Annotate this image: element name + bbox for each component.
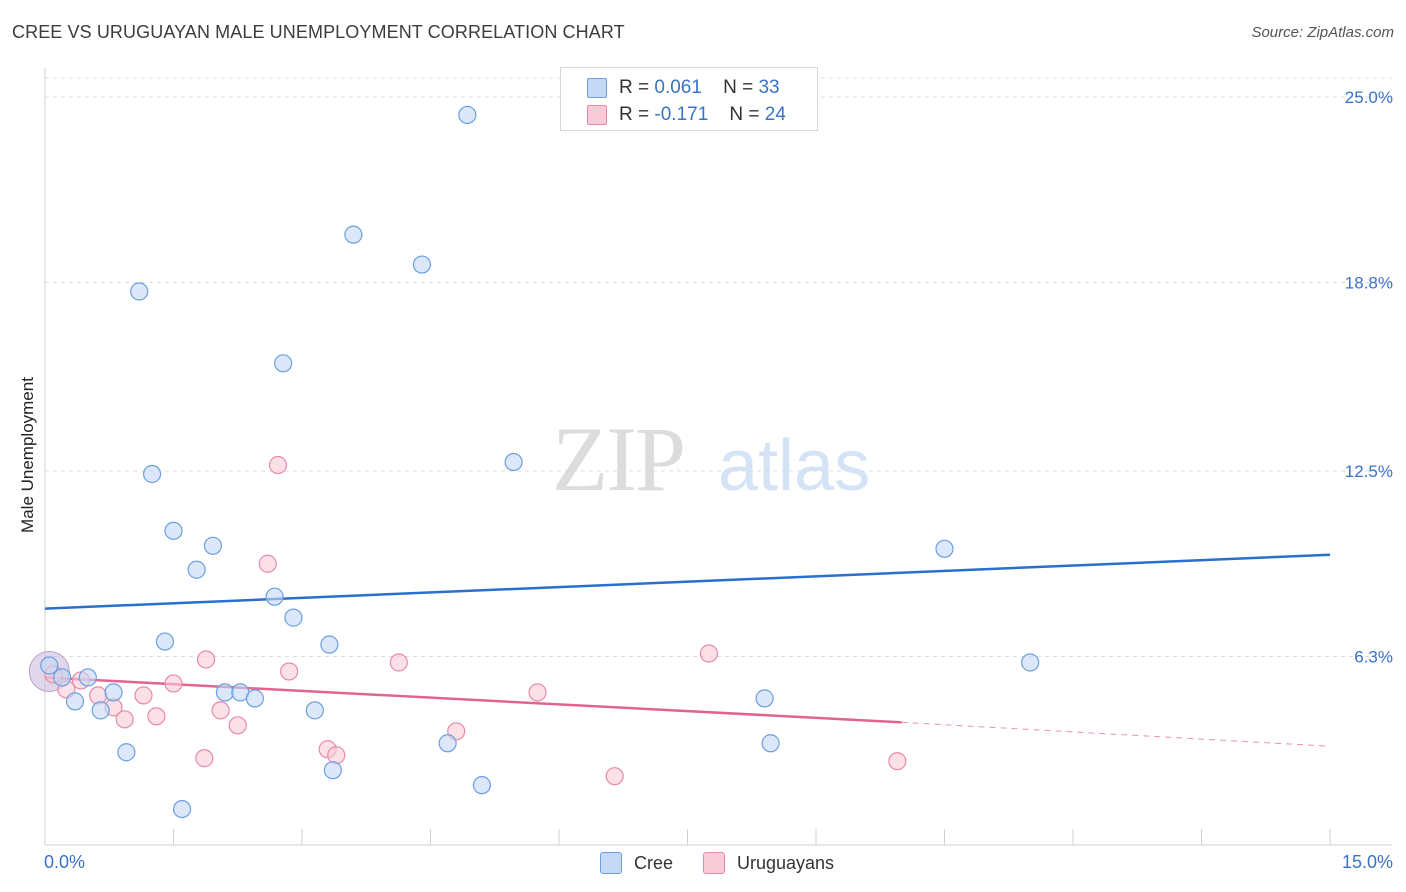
- point-uruguayans: [196, 650, 216, 669]
- point-cree: [245, 689, 264, 708]
- point-cree: [265, 587, 284, 606]
- source-label: Source: ZipAtlas.com: [1251, 24, 1394, 41]
- point-uruguayans: [327, 746, 346, 765]
- point-cree: [761, 734, 780, 753]
- point-cree: [40, 656, 59, 675]
- point-uruguayans: [211, 701, 230, 720]
- point-uruguayans: [605, 767, 624, 786]
- legend-label-cree: Cree: [634, 852, 674, 873]
- point-uruguayans: [134, 686, 153, 705]
- legend-swatch-cree-bottom: [600, 852, 622, 874]
- data-points: [28, 105, 1040, 819]
- point-cree: [935, 539, 954, 558]
- point-cree: [155, 632, 175, 651]
- trend-lines: [44, 553, 1331, 747]
- point-cree: [755, 689, 774, 708]
- point-cree: [472, 776, 491, 795]
- y-tick-label: 12.5%: [1345, 462, 1393, 481]
- point-uruguayans: [164, 674, 183, 693]
- watermark: ZIP atlas: [552, 408, 870, 510]
- y-tick-label: 6.3%: [1354, 648, 1393, 667]
- point-cree: [104, 683, 123, 702]
- trend-line-cree: [44, 553, 1331, 610]
- x-axis-min-label: 0.0%: [44, 852, 86, 872]
- point-uruguayans: [195, 749, 214, 768]
- point-uruguayans: [147, 707, 166, 726]
- point-cree: [458, 105, 477, 125]
- point-cree: [130, 282, 149, 301]
- point-uruguayans: [280, 662, 299, 681]
- legend-swatch-uru: [587, 105, 607, 125]
- trend-line-uru-extension: [901, 721, 1331, 747]
- y-tick-label: 25.0%: [1345, 88, 1393, 107]
- point-cree: [438, 734, 457, 753]
- legend-text-cree: R = 0.061 N = 33: [619, 77, 780, 98]
- point-cree: [274, 354, 293, 373]
- point-uruguayans: [699, 644, 719, 663]
- point-uruguayans: [389, 653, 408, 672]
- legend-item-uru: Uruguayans: [703, 852, 834, 874]
- point-uruguayans: [228, 716, 247, 735]
- n-value-cree: 33: [758, 77, 780, 98]
- point-cree: [53, 668, 72, 687]
- point-cree: [344, 225, 363, 244]
- point-uruguayans: [89, 686, 108, 705]
- watermark-zip: ZIP: [552, 408, 684, 510]
- trend-line-uru: [44, 676, 902, 724]
- point-cree: [1021, 653, 1040, 672]
- series-legend: Cree Uruguayans: [0, 852, 1406, 878]
- point-cree: [320, 635, 339, 654]
- point-cree: [305, 701, 324, 720]
- point-uruguayans: [258, 554, 277, 573]
- point-cree: [172, 799, 192, 819]
- point-uruguayans: [268, 455, 288, 475]
- correlation-legend: R = 0.061 N = 33 R = -0.171 N = 24: [560, 67, 818, 131]
- watermark-atlas: atlas: [718, 426, 870, 506]
- gridlines: [45, 77, 1392, 658]
- point-cree: [504, 452, 523, 472]
- point-cree: [412, 255, 432, 274]
- x-axis-max-label: 15.0%: [1341, 852, 1393, 872]
- legend-item-cree: Cree: [600, 852, 673, 874]
- point-uruguayans: [888, 752, 907, 771]
- point-cree: [91, 701, 110, 720]
- point-cree: [78, 668, 97, 687]
- r-value-uru: -0.171: [654, 104, 709, 125]
- legend-swatch-uru-bottom: [703, 852, 725, 874]
- legend-label-uru: Uruguayans: [737, 852, 835, 873]
- point-uruguayans: [528, 683, 547, 702]
- y-tick-labels: 25.0% 18.8% 12.5% 6.3%: [1345, 88, 1393, 667]
- point-cree: [142, 464, 162, 484]
- chart-title: CREE VS URUGUAYAN MALE UNEMPLOYMENT CORR…: [12, 22, 625, 42]
- point-cree: [203, 536, 223, 555]
- point-cree: [164, 521, 183, 540]
- y-tick-label: 18.8%: [1345, 274, 1393, 293]
- point-cree: [187, 560, 206, 579]
- axes: [44, 68, 1392, 846]
- r-value-cree: 0.061: [654, 77, 702, 98]
- point-uruguayans: [115, 710, 134, 729]
- legend-text-uru: R = -0.171 N = 24: [619, 104, 786, 125]
- point-cree: [215, 683, 234, 702]
- point-cree: [284, 608, 303, 627]
- n-value-uru: 24: [764, 104, 786, 125]
- point-cree: [323, 761, 342, 780]
- legend-swatch-cree: [587, 78, 607, 98]
- point-cree: [117, 743, 136, 762]
- point-cree: [65, 692, 85, 711]
